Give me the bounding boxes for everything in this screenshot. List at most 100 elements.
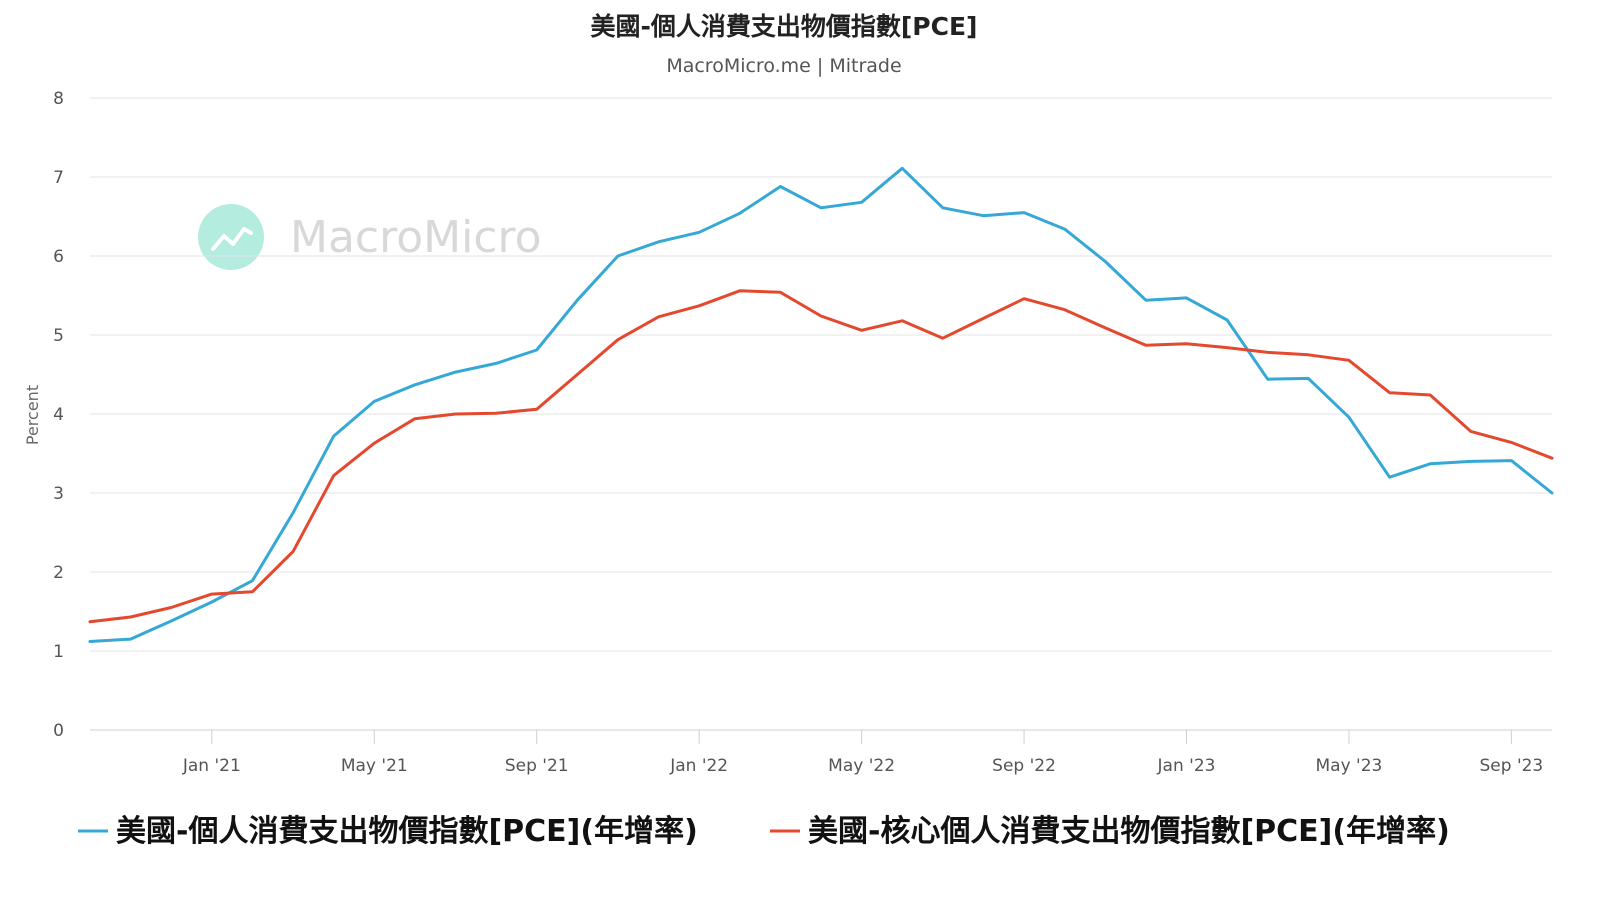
data-point-s0-12: [576, 299, 578, 301]
data-point-s1-15: [698, 305, 700, 307]
data-point-s0-26: [1145, 299, 1147, 301]
data-point-s0-21: [942, 207, 944, 209]
data-point-s0-23: [1023, 211, 1025, 213]
data-point-s0-11: [536, 349, 538, 351]
data-point-s0-5: [292, 512, 294, 514]
data-point-s0-9: [454, 371, 456, 373]
legend: 美國-個人消費支出物價指數[PCE](年增率) 美國-核心個人消費支出物價指數[P…: [78, 814, 1450, 849]
data-point-s0-19: [860, 201, 862, 203]
data-point-s0-14: [657, 241, 659, 243]
y-tick-label-1: 1: [53, 642, 64, 662]
data-point-s1-31: [1348, 359, 1350, 361]
data-point-s0-24: [1063, 228, 1065, 230]
data-point-s1-3: [211, 593, 213, 595]
data-point-s0-28: [1226, 319, 1228, 321]
y-tick-label-8: 8: [53, 89, 64, 109]
chart-title: 美國-個人消費支出物價指數[PCE]: [591, 12, 978, 41]
data-point-s1-22: [982, 317, 984, 319]
data-point-s1-30: [1307, 354, 1309, 356]
x-tick-label-7: May '23: [1316, 756, 1383, 776]
series-lines: [88, 166, 1554, 643]
data-point-s0-0: [89, 640, 91, 642]
data-point-s1-1: [129, 616, 131, 618]
data-point-s0-10: [495, 362, 497, 364]
series-line-core-pce: [88, 289, 1554, 624]
y-tick-label-0: 0: [53, 721, 64, 741]
data-point-s1-5: [292, 550, 294, 552]
macromicro-watermark: MacroMicro: [198, 204, 542, 270]
data-point-s0-35: [1510, 459, 1512, 461]
y-tick-label-5: 5: [53, 326, 64, 346]
data-point-s0-22: [982, 215, 984, 217]
data-point-s0-7: [373, 400, 375, 402]
x-tick-label-1: May '21: [341, 756, 408, 776]
data-point-s1-27: [1185, 342, 1187, 344]
data-point-s1-16: [739, 290, 741, 292]
data-point-s0-36: [1551, 492, 1553, 494]
data-point-s1-20: [901, 320, 903, 322]
data-point-s0-31: [1348, 416, 1350, 418]
data-point-s1-11: [536, 408, 538, 410]
legend-label-0[interactable]: 美國-個人消費支出物價指數[PCE](年增率): [116, 814, 698, 849]
data-point-s1-21: [942, 337, 944, 339]
x-tick-label-6: Jan '23: [1157, 756, 1216, 776]
y-gridlines: [90, 97, 1552, 731]
data-point-s0-16: [739, 212, 741, 214]
chart-subtitle: MacroMicro.me | Mitrade: [666, 55, 901, 77]
data-point-s0-20: [901, 167, 903, 169]
data-point-s1-29: [1267, 351, 1269, 353]
data-point-s1-28: [1226, 346, 1228, 348]
data-point-s0-1: [129, 638, 131, 640]
y-tick-label-3: 3: [53, 484, 64, 504]
x-tick-label-0: Jan '21: [182, 756, 241, 776]
data-point-s0-18: [820, 207, 822, 209]
data-point-s1-18: [820, 315, 822, 317]
data-point-s0-34: [1470, 460, 1472, 462]
data-point-s0-33: [1429, 463, 1431, 465]
data-point-s1-26: [1145, 344, 1147, 346]
data-point-s1-19: [860, 329, 862, 331]
data-point-s1-34: [1470, 430, 1472, 432]
watermark-chart-glyph: [211, 227, 253, 251]
data-point-s1-4: [251, 591, 253, 593]
legend-label-1[interactable]: 美國-核心個人消費支出物價指數[PCE](年增率): [808, 814, 1450, 849]
watermark-badge-icon: [198, 204, 264, 270]
data-point-s0-29: [1267, 378, 1269, 380]
data-point-s0-4: [251, 579, 253, 581]
data-point-s1-14: [657, 316, 659, 318]
data-point-s1-7: [373, 442, 375, 444]
x-tick-label-8: Sep '23: [1480, 756, 1544, 776]
y-axis-label: Percent: [23, 385, 42, 445]
data-point-s1-2: [170, 606, 172, 608]
watermark-text: MacroMicro: [290, 212, 542, 263]
data-point-s1-6: [332, 474, 334, 476]
data-point-s1-8: [414, 418, 416, 420]
y-tick-label-6: 6: [53, 247, 64, 267]
data-point-s1-36: [1551, 457, 1553, 459]
data-point-s1-13: [617, 339, 619, 341]
data-point-s0-27: [1185, 297, 1187, 299]
data-point-s1-25: [1104, 327, 1106, 329]
data-point-s1-0: [89, 621, 91, 623]
data-point-s0-32: [1388, 476, 1390, 478]
data-point-s0-6: [332, 435, 334, 437]
data-point-s1-10: [495, 412, 497, 414]
data-point-s1-33: [1429, 394, 1431, 396]
data-point-s0-30: [1307, 377, 1309, 379]
y-tick-label-2: 2: [53, 563, 64, 583]
x-tick-label-2: Sep '21: [505, 756, 569, 776]
axes: 0 1 2 3 4 5 6 7 8 Jan '21 May '21 Sep '21 Jan '22 May…: [53, 89, 1543, 776]
data-point-s1-9: [454, 413, 456, 415]
data-point-s1-23: [1023, 297, 1025, 299]
data-point-s0-15: [698, 231, 700, 233]
data-point-s0-13: [617, 255, 619, 257]
data-point-s0-3: [211, 601, 213, 603]
data-point-s1-24: [1063, 309, 1065, 311]
data-point-s0-2: [170, 620, 172, 622]
series-line-pce: [88, 166, 1554, 643]
x-tick-label-3: Jan '22: [669, 756, 728, 776]
data-point-s1-35: [1510, 441, 1512, 443]
data-point-s1-12: [576, 373, 578, 375]
